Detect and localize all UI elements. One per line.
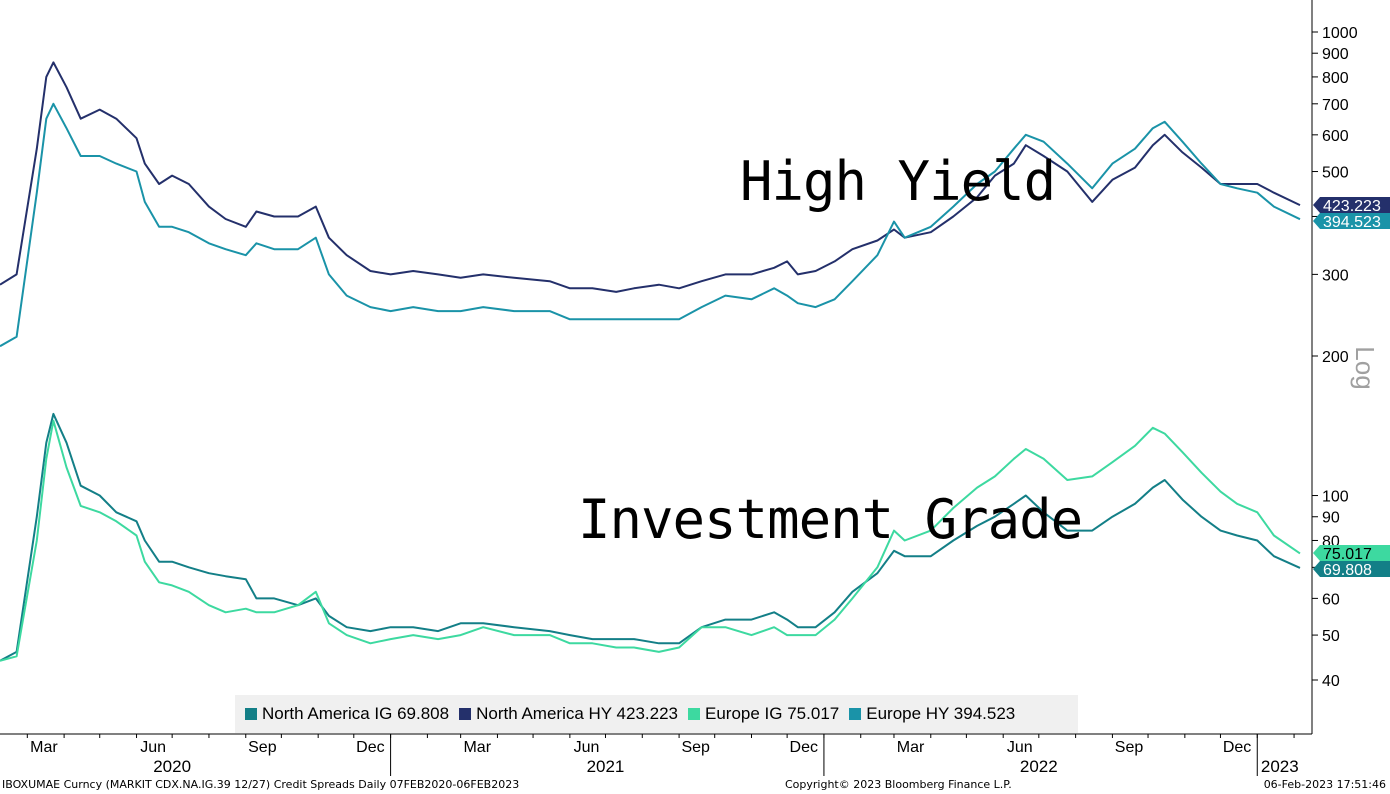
legend-item: Europe IG 75.017 xyxy=(688,704,839,724)
investment-grade-label: Investment Grade xyxy=(578,488,1083,551)
y-tick-label: 100 xyxy=(1322,489,1349,506)
last-value-label: 75.017 xyxy=(1323,546,1372,563)
legend-swatch xyxy=(688,708,701,720)
legend-item: North America HY 423.223 xyxy=(459,704,678,724)
series-line xyxy=(0,102,1301,348)
x-month-label: Dec xyxy=(1223,739,1251,756)
chart-legend: North America IG 69.808 North America HY… xyxy=(235,695,1078,733)
legend-label: North America IG 69.808 xyxy=(262,704,450,723)
footer-source: IBOXUMAE Curncy (MARKIT CDX.NA.IG.39 12/… xyxy=(2,778,520,791)
legend-label: North America HY 423.223 xyxy=(476,704,679,723)
x-month-label: Dec xyxy=(790,739,818,756)
y-tick-label: 900 xyxy=(1322,46,1349,63)
footer-copyright: Copyright© 2023 Bloomberg Finance L.P. xyxy=(785,778,1012,791)
x-month-label: Jun xyxy=(140,739,166,756)
last-value-label: 69.808 xyxy=(1323,562,1372,579)
y-tick-label: 50 xyxy=(1322,628,1340,645)
series-line xyxy=(0,412,1301,662)
x-month-label: Jun xyxy=(574,739,600,756)
legend-item: Europe HY 394.523 xyxy=(849,704,1015,724)
series-line xyxy=(0,61,1301,293)
last-value-label: 423.223 xyxy=(1323,198,1381,215)
x-month-label: Dec xyxy=(356,739,384,756)
last-value-tag xyxy=(1313,561,1390,577)
x-month-label: Sep xyxy=(248,739,277,756)
x-month-label: Mar xyxy=(30,739,58,756)
legend-swatch xyxy=(245,708,257,720)
y-scale-label: Log xyxy=(1350,346,1380,389)
last-value-tag xyxy=(1313,213,1390,229)
x-month-label: Jun xyxy=(1007,739,1033,756)
legend-label: Europe HY 394.523 xyxy=(866,704,1016,723)
legend-label: Europe IG 75.017 xyxy=(705,704,840,723)
y-tick-label: 800 xyxy=(1322,70,1349,87)
y-tick-label: 500 xyxy=(1322,165,1349,182)
y-tick-label: 90 xyxy=(1322,510,1340,527)
legend-swatch xyxy=(849,708,862,720)
x-month-label: Sep xyxy=(681,739,710,756)
y-tick-label: 200 xyxy=(1322,349,1349,366)
x-month-label: Mar xyxy=(463,739,491,756)
legend-swatch xyxy=(459,708,472,720)
y-tick-label: 60 xyxy=(1322,591,1340,608)
x-month-label: Sep xyxy=(1115,739,1144,756)
legend-item: North America IG 69.808 xyxy=(245,704,449,724)
last-value-tag xyxy=(1313,545,1390,561)
last-value-label: 394.523 xyxy=(1323,214,1381,231)
x-year-label: 2020 xyxy=(153,757,191,776)
high-yield-label: High Yield xyxy=(740,150,1056,213)
y-tick-label: 700 xyxy=(1322,97,1349,114)
footer-timestamp: 06-Feb-2023 17:51:46 xyxy=(1263,778,1386,791)
y-tick-label: 1000 xyxy=(1322,25,1358,42)
x-year-label: 2023 xyxy=(1261,757,1299,776)
series-line xyxy=(0,419,1301,662)
x-month-label: Mar xyxy=(897,739,925,756)
x-year-label: 2021 xyxy=(587,757,625,776)
y-tick-label: 40 xyxy=(1322,673,1340,690)
last-value-tag xyxy=(1313,197,1390,213)
x-year-label: 2022 xyxy=(1020,757,1058,776)
y-tick-label: 300 xyxy=(1322,267,1349,284)
y-tick-label: 600 xyxy=(1322,128,1349,145)
